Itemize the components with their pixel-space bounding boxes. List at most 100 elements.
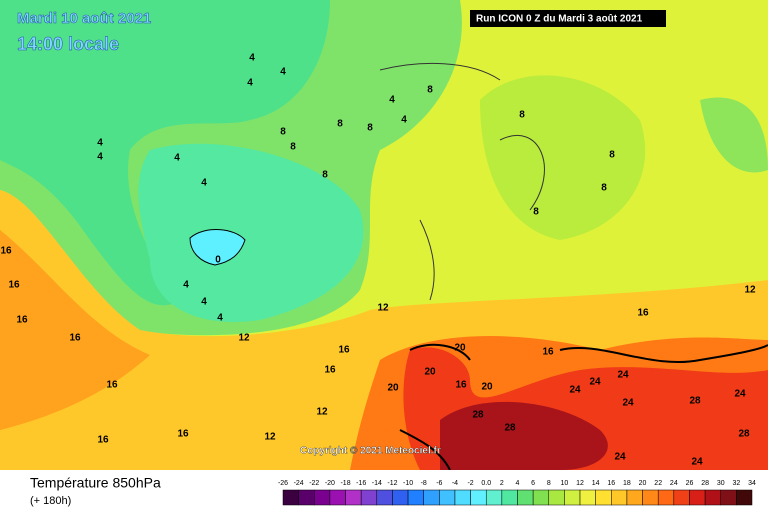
legend-label: 34	[748, 480, 756, 487]
contour-label: 4	[249, 53, 255, 64]
contour-label: 12	[264, 432, 276, 443]
legend-label: 12	[576, 480, 584, 487]
legend-swatch	[626, 489, 643, 506]
run-box	[470, 10, 666, 27]
legend-label: -12	[387, 480, 397, 487]
contour-label: 4	[247, 78, 253, 89]
time-label: 14:00 locale	[17, 34, 119, 54]
legend-swatch	[501, 489, 518, 506]
contour-label: 16	[0, 246, 12, 257]
legend-label: 26	[686, 480, 694, 487]
orange-west	[0, 230, 150, 430]
contour-label: 16	[8, 280, 20, 291]
contour-label: 28	[472, 410, 484, 421]
contour-label: 4	[174, 153, 180, 164]
legend-swatch	[470, 489, 487, 506]
legend-swatch	[657, 489, 675, 506]
contour-label: 24	[617, 370, 629, 381]
legend-swatch	[689, 489, 706, 506]
scandinavia-zone	[480, 75, 646, 240]
contour-label: 8	[533, 207, 539, 218]
contour-label: 4	[183, 280, 189, 291]
contour-label: 20	[454, 343, 466, 354]
legend-label: 8	[547, 480, 551, 487]
legend-swatch	[329, 489, 346, 506]
contour-label: 4	[97, 138, 103, 149]
legend-swatch	[564, 489, 581, 506]
legend-swatch	[720, 489, 737, 506]
contour-label: 16	[542, 347, 554, 358]
contour-label: 16	[97, 435, 109, 446]
cold-pool	[138, 143, 364, 322]
footer-title: Température 850hPa	[30, 475, 161, 491]
legend-label: 16	[607, 480, 615, 487]
legend-label: -20	[325, 480, 335, 487]
contour-label: 4	[201, 297, 207, 308]
legend-label: -26	[278, 480, 288, 487]
contour-label: 4	[97, 152, 103, 163]
contour-label: 16	[177, 429, 189, 440]
legend-swatch	[392, 489, 409, 506]
legend-label: 32	[732, 480, 740, 487]
legend-swatch	[485, 489, 503, 506]
legend-label: 22	[654, 480, 662, 487]
legend-label: -4	[452, 480, 458, 487]
contour-label: 28	[504, 423, 516, 434]
contour-label: 24	[569, 385, 581, 396]
contour-label: 20	[481, 382, 493, 393]
legend-label: 24	[670, 480, 678, 487]
cold-zone	[0, 0, 330, 306]
contour-label: 4	[389, 95, 395, 106]
contour-label: 4	[401, 115, 407, 126]
legend-label: -24	[294, 480, 304, 487]
contour-label: 8	[322, 170, 328, 181]
legend-label: -2	[467, 480, 473, 487]
contour-label: 16	[455, 380, 467, 391]
contour-label: 16	[16, 315, 28, 326]
contour-label: 12	[238, 333, 250, 344]
legend-label: -18	[340, 480, 350, 487]
dark-red	[440, 401, 608, 470]
legend-label: -8	[421, 480, 427, 487]
contour-label: 12	[744, 285, 756, 296]
legend-label: 30	[717, 480, 725, 487]
legend-swatch	[548, 489, 565, 506]
legend-swatch	[439, 489, 456, 506]
legend-swatch	[579, 489, 596, 506]
contour-label: 4	[217, 313, 223, 324]
contour-label: 8	[601, 183, 607, 194]
contour-label: 24	[589, 377, 601, 388]
contour-label: 8	[427, 85, 433, 96]
contour-label: 16	[106, 380, 118, 391]
legend-label: -10	[403, 480, 413, 487]
date-label: Mardi 10 août 2021	[17, 10, 151, 27]
contour-label: 20	[387, 383, 399, 394]
contour-label: 16	[69, 333, 81, 344]
legend-swatch	[704, 489, 721, 506]
legend-swatch	[736, 489, 753, 506]
legend-label: 20	[639, 480, 647, 487]
contour-label: 12	[316, 407, 328, 418]
contour-label: 12	[377, 303, 389, 314]
contour-label: 24	[614, 452, 626, 463]
legend-swatch	[360, 489, 378, 506]
run-label: Run ICON 0 Z du Mardi 3 août 2021	[476, 14, 643, 25]
legend-label: -14	[372, 480, 382, 487]
contour-label: 16	[338, 345, 350, 356]
legend-swatch	[282, 489, 299, 506]
legend-label: 0.0	[481, 480, 491, 487]
legend-label: 14	[592, 480, 600, 487]
footer-subtitle: (+ 180h)	[30, 495, 71, 507]
contour-label: 20	[424, 367, 436, 378]
contour-label: 8	[290, 142, 296, 153]
contour-line	[559, 344, 768, 364]
legend-swatch	[345, 489, 362, 506]
legend-swatch	[532, 489, 550, 506]
contour-label: 8	[519, 110, 525, 121]
legend-swatch	[314, 489, 331, 506]
contour-label: 24	[622, 398, 634, 409]
east-zone	[700, 97, 768, 173]
contour-label: 16	[637, 308, 649, 319]
legend-swatch	[517, 489, 534, 506]
